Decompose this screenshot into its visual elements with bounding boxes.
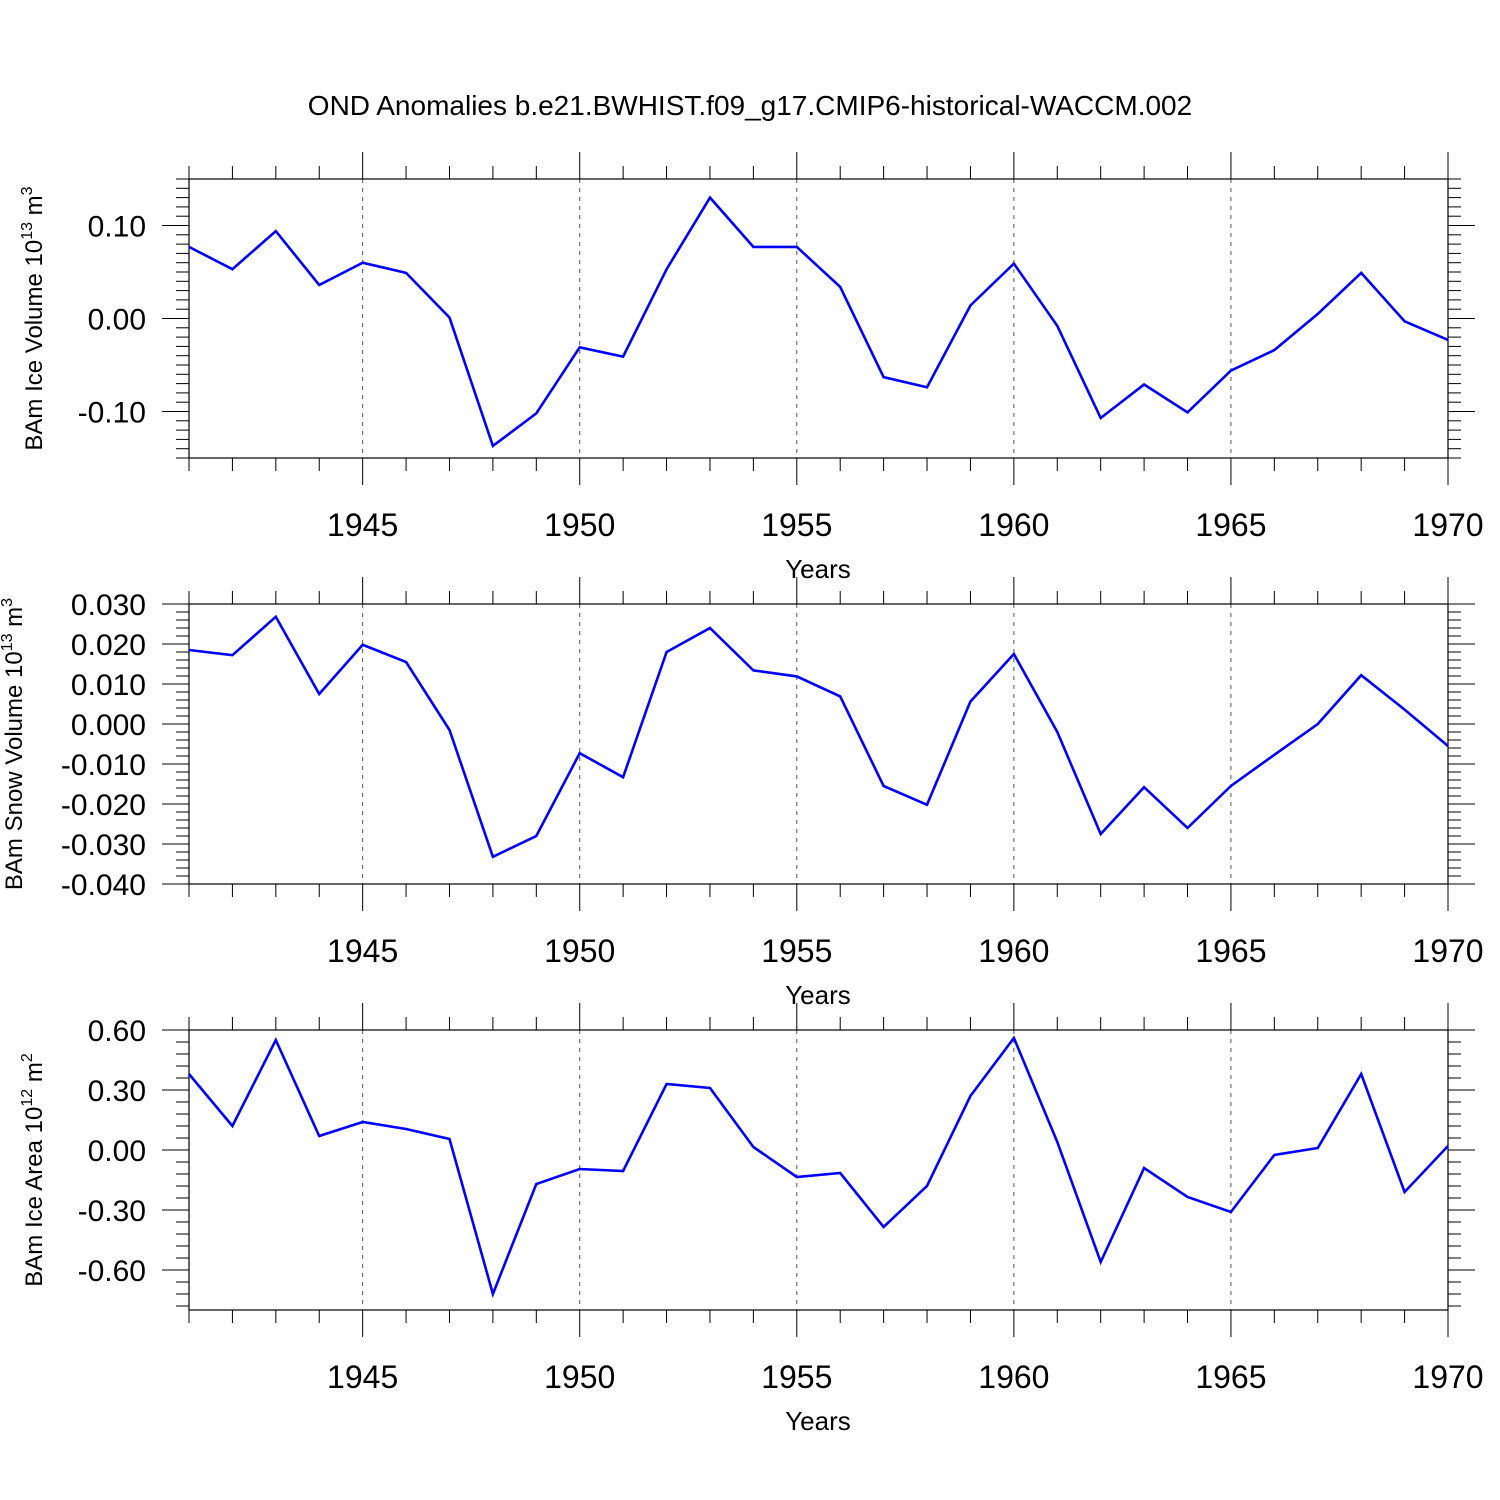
x-axis-label: Years (785, 980, 851, 1010)
x-axis-label: Years (785, 1406, 851, 1436)
y-tick-label: 0.000 (71, 709, 146, 742)
y-tick-label: 0.010 (71, 669, 146, 702)
series-line (188, 614, 1449, 859)
y-tick-label: -0.10 (78, 397, 146, 430)
panels: -0.10 0.00 0.10 1945 1950 1955 1960 1965 1970 Yea… (0, 152, 1484, 1436)
chart-title: OND Anomalies b.e21.BWHIST.f09_g17.CMIP6… (308, 90, 1192, 121)
y-axis-label-exponent: 12 (19, 1089, 36, 1107)
x-axis-label: Years (785, 554, 851, 584)
x-tick-label: 1955 (761, 933, 832, 969)
y-axis-label-unit: m (21, 1062, 48, 1089)
y-axis-label-unit-exponent: 3 (19, 186, 36, 195)
y-tick-label: 0.10 (88, 211, 146, 244)
x-tick-label: 1945 (327, 1359, 398, 1395)
y-axis-label: BAm Ice Area 1012 m2 (19, 1053, 48, 1287)
x-tick-label: 1970 (1412, 507, 1483, 543)
panel-3: -0.60 -0.30 0.00 0.30 0.60 1945 1950 1955 1960 19… (19, 1003, 1484, 1436)
plot-frame (188, 1029, 1449, 1311)
y-tick-label: 0.60 (88, 1015, 146, 1048)
x-tick-label: 1950 (544, 507, 615, 543)
y-axis-label: BAm Ice Volume 1013 m3 (19, 186, 48, 450)
series-line (188, 1035, 1449, 1299)
y-tick-label: -0.30 (78, 1195, 146, 1228)
y-axis-label-main: BAm Snow Volume 10 (1, 651, 28, 890)
x-tick-label: 1970 (1412, 1359, 1483, 1395)
x-tick-label: 1945 (327, 933, 398, 969)
y-axis-label-unit: m (21, 195, 48, 222)
y-tick-label: 0.30 (88, 1075, 146, 1108)
y-axis-label-unit-exponent: 2 (19, 1053, 36, 1062)
plot-frame (188, 603, 1449, 885)
x-tick-label: 1965 (1195, 933, 1266, 969)
y-axis-label-unit-exponent: 3 (0, 598, 16, 607)
y-axis-label-main: BAm Ice Volume 10 (21, 240, 48, 451)
y-tick-label: -0.020 (61, 789, 146, 822)
y-tick-label: 0.00 (88, 1135, 146, 1168)
x-tick-label: 1950 (544, 1359, 615, 1395)
x-tick-label: 1965 (1195, 1359, 1266, 1395)
y-axis-label-exponent: 13 (0, 633, 16, 651)
x-tick-label: 1960 (978, 933, 1049, 969)
x-tick-label: 1945 (327, 507, 398, 543)
y-tick-label: 0.030 (71, 589, 146, 622)
series-line (188, 195, 1449, 449)
y-tick-label: 0.020 (71, 629, 146, 662)
x-tick-label: 1960 (978, 507, 1049, 543)
y-axis-label-main: BAm Ice Area 10 (21, 1107, 48, 1287)
x-tick-label: 1965 (1195, 507, 1266, 543)
y-axis-label-exponent: 13 (19, 222, 36, 240)
x-tick-label: 1970 (1412, 933, 1483, 969)
y-tick-label: -0.60 (78, 1255, 146, 1288)
x-tick-label: 1960 (978, 1359, 1049, 1395)
y-tick-label: -0.030 (61, 829, 146, 862)
y-tick-label: -0.040 (61, 869, 146, 902)
panel-2: -0.040 -0.030 -0.020 -0.010 0.000 0.010 0.020 0… (0, 577, 1484, 1010)
plot-frame (188, 178, 1449, 459)
y-axis-label: BAm Snow Volume 1013 m3 (0, 598, 28, 890)
y-axis-label-unit: m (1, 607, 28, 634)
x-tick-label: 1955 (761, 1359, 832, 1395)
x-tick-label: 1950 (544, 933, 615, 969)
y-tick-label: 0.00 (88, 304, 146, 337)
panel-1: -0.10 0.00 0.10 1945 1950 1955 1960 1965 1970 Yea… (19, 152, 1484, 584)
x-tick-label: 1955 (761, 507, 832, 543)
y-tick-label: -0.010 (61, 749, 146, 782)
